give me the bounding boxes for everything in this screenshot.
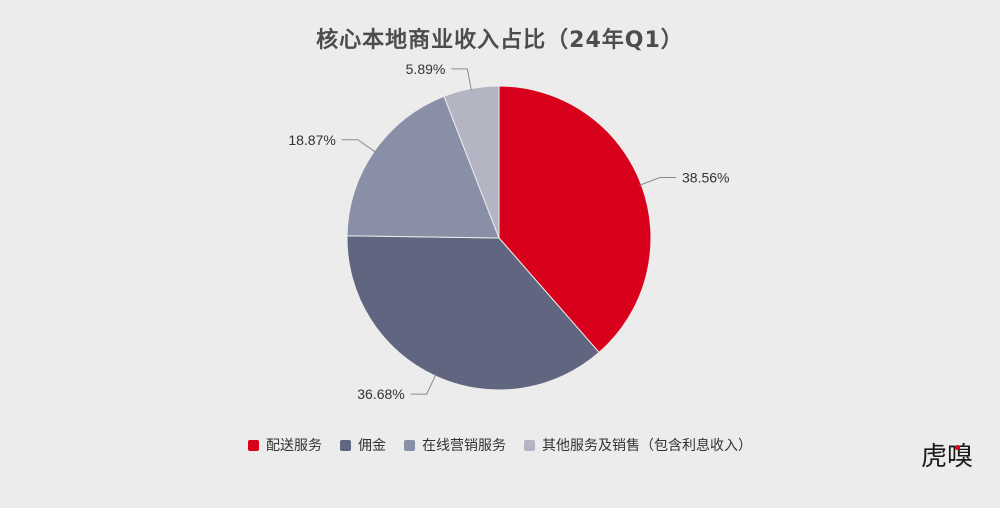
chart-legend: 配送服务 佣金 在线营销服务 其他服务及销售（包含利息收入） bbox=[0, 435, 1000, 455]
legend-swatch bbox=[248, 439, 259, 451]
brand-logo: 虎嗅 bbox=[921, 442, 974, 472]
data-label: 36.68% bbox=[357, 386, 404, 402]
legend-label: 佣金 bbox=[358, 438, 386, 454]
legend-swatch bbox=[340, 439, 351, 451]
data-label: 5.89% bbox=[406, 61, 446, 77]
leader-line bbox=[341, 139, 377, 153]
data-label: 18.87% bbox=[288, 132, 335, 148]
data-label: 38.56% bbox=[682, 170, 729, 186]
chart-title: 核心本地商业收入占比（24年Q1） bbox=[316, 28, 684, 53]
legend-swatch bbox=[404, 439, 415, 451]
legend-item-commission: 佣金 bbox=[340, 435, 386, 455]
brand-logo-dot bbox=[955, 445, 960, 450]
pie-slices bbox=[346, 85, 652, 391]
legend-label: 在线营销服务 bbox=[422, 438, 506, 454]
legend-label: 其他服务及销售（包含利息收入） bbox=[542, 438, 752, 454]
leader-line bbox=[410, 373, 437, 395]
legend-item-delivery: 配送服务 bbox=[248, 435, 322, 455]
legend-swatch bbox=[524, 439, 535, 451]
legend-item-online-marketing: 在线营销服务 bbox=[404, 435, 506, 455]
legend-item-other: 其他服务及销售（包含利息收入） bbox=[524, 435, 752, 455]
leader-line bbox=[451, 68, 472, 91]
leader-line bbox=[639, 177, 677, 186]
legend-label: 配送服务 bbox=[266, 438, 322, 454]
leader-lines bbox=[341, 68, 677, 395]
data-labels: 38.56% 36.68% 18.87% 5.89% bbox=[288, 61, 729, 402]
